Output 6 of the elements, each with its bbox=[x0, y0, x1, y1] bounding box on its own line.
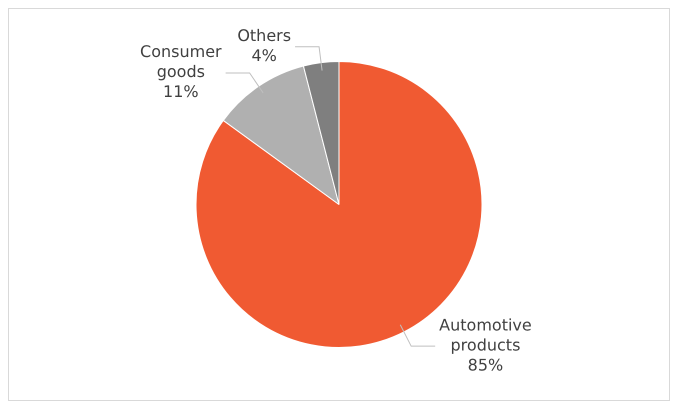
slice-label: Consumer goods bbox=[140, 42, 222, 82]
data-label: 4% bbox=[251, 46, 277, 65]
slice-label: Others bbox=[237, 26, 292, 45]
slice-label: Automotive products bbox=[439, 315, 532, 354]
data-label: 11% bbox=[163, 82, 199, 102]
data-label: 85% bbox=[468, 355, 504, 374]
